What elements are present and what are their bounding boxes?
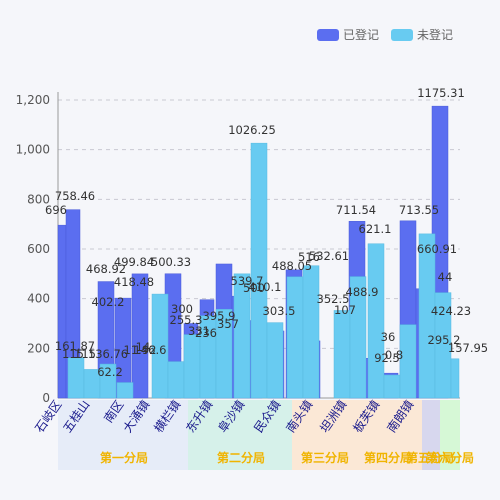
bar-unregistered bbox=[215, 309, 233, 399]
legend-item[interactable]: 未登记 bbox=[391, 27, 453, 42]
value-label: 14 bbox=[136, 340, 151, 354]
bar-registered bbox=[131, 273, 149, 399]
group-bands bbox=[58, 400, 460, 470]
value-label: 107 bbox=[334, 303, 356, 317]
value-label: 621.1 bbox=[359, 222, 392, 236]
value-label: 300 bbox=[171, 302, 193, 316]
y-tick-label: 1,000 bbox=[16, 143, 50, 157]
value-label: 136.76 bbox=[88, 347, 128, 361]
value-label: 516 bbox=[298, 250, 320, 264]
value-label: 660.91 bbox=[417, 242, 457, 256]
bar-unregistered bbox=[399, 324, 417, 399]
group-band bbox=[292, 400, 358, 470]
bar-unregistered bbox=[349, 276, 367, 399]
legend-label: 已登记 bbox=[343, 27, 379, 42]
value-label: 713.55 bbox=[399, 203, 439, 217]
group-band bbox=[422, 400, 440, 470]
legend-item[interactable]: 已登记 bbox=[317, 27, 379, 42]
bars bbox=[57, 105, 460, 399]
value-label: 44 bbox=[438, 270, 453, 284]
group-label: 第三分局 bbox=[301, 450, 349, 465]
value-label: 352.5 bbox=[317, 292, 350, 306]
y-tick-label: 600 bbox=[27, 242, 50, 256]
group-label: 第一分局 bbox=[100, 450, 148, 465]
value-label: 418.48 bbox=[114, 275, 154, 289]
bar-unregistered bbox=[302, 265, 320, 399]
value-label: 499.84 bbox=[114, 255, 154, 269]
value-label: 488.05 bbox=[272, 259, 312, 273]
value-label: 488.9 bbox=[346, 285, 379, 299]
value-label: 758.46 bbox=[55, 189, 95, 203]
legend-swatch bbox=[317, 29, 339, 41]
value-label: 115 bbox=[74, 347, 96, 361]
value-label: 92.5 bbox=[374, 351, 400, 365]
y-tick-label: 800 bbox=[27, 192, 50, 206]
value-label: 1175.31 bbox=[417, 86, 465, 100]
value-label: 395.9 bbox=[203, 309, 236, 323]
value-label: 696 bbox=[45, 203, 67, 217]
bar-unregistered bbox=[183, 334, 201, 399]
bar-unregistered bbox=[367, 243, 385, 399]
bar-registered bbox=[57, 224, 67, 399]
y-tick-label: 200 bbox=[27, 341, 50, 355]
value-label: 146.6 bbox=[134, 343, 167, 357]
legend-label: 未登记 bbox=[417, 27, 453, 42]
value-label: 255.3 bbox=[170, 313, 203, 327]
bar-unregistered bbox=[67, 357, 85, 399]
bar-unregistered bbox=[250, 142, 268, 399]
value-label: 500 bbox=[243, 281, 265, 295]
group-label: 第四分局 bbox=[364, 450, 412, 465]
group-label: 第六分局 bbox=[426, 450, 474, 465]
y-tick-label: 1,200 bbox=[16, 93, 50, 107]
value-label: 115 bbox=[62, 347, 84, 361]
group-band bbox=[188, 400, 292, 470]
group-band bbox=[358, 400, 422, 470]
legend: 已登记 未登记 bbox=[317, 27, 453, 42]
value-labels: 696758.46161.87115115136.7662.2468.92402… bbox=[45, 86, 488, 379]
y-tick-label: 0 bbox=[42, 391, 50, 405]
value-label: 410.1 bbox=[249, 280, 282, 294]
group-band bbox=[440, 400, 460, 470]
bar-unregistered bbox=[266, 322, 284, 399]
bar-unregistered bbox=[450, 358, 460, 399]
value-label: 1026.25 bbox=[228, 123, 276, 137]
value-label: 161.87 bbox=[55, 339, 95, 353]
value-label: 62.2 bbox=[97, 365, 123, 379]
bar-unregistered bbox=[286, 276, 304, 399]
value-label: 157.95 bbox=[448, 341, 488, 355]
bar-unregistered bbox=[333, 310, 351, 399]
group-label: 第五分局 bbox=[406, 450, 454, 465]
legend-swatch bbox=[391, 29, 413, 41]
bar-unregistered bbox=[151, 293, 169, 399]
value-label: 424.23 bbox=[431, 304, 471, 318]
y-tick-label: 400 bbox=[27, 292, 50, 306]
value-label: 295.2 bbox=[428, 333, 461, 347]
value-label: 236 bbox=[195, 326, 217, 340]
group-band bbox=[58, 400, 188, 470]
bar-unregistered bbox=[434, 292, 452, 399]
value-label: 500.33 bbox=[151, 255, 191, 269]
bar-unregistered bbox=[116, 382, 134, 399]
bar-unregistered bbox=[383, 374, 401, 399]
value-label: 331 bbox=[188, 324, 210, 338]
value-label: 0.8 bbox=[385, 348, 403, 362]
value-label: 11.92 bbox=[124, 343, 157, 357]
group-label: 第二分局 bbox=[217, 450, 265, 465]
value-label: 711.54 bbox=[336, 203, 376, 217]
value-label: 402.2 bbox=[92, 295, 125, 309]
bar-unregistered bbox=[233, 273, 251, 399]
value-label: 357 bbox=[217, 317, 239, 331]
value-label: 303.5 bbox=[263, 304, 296, 318]
bar-unregistered bbox=[167, 361, 185, 399]
value-label: 539.7 bbox=[231, 274, 264, 288]
value-label: 468.92 bbox=[86, 262, 126, 276]
value-label: 36 bbox=[381, 330, 396, 344]
value-label: 532.61 bbox=[309, 249, 349, 263]
bar-unregistered bbox=[99, 363, 117, 399]
